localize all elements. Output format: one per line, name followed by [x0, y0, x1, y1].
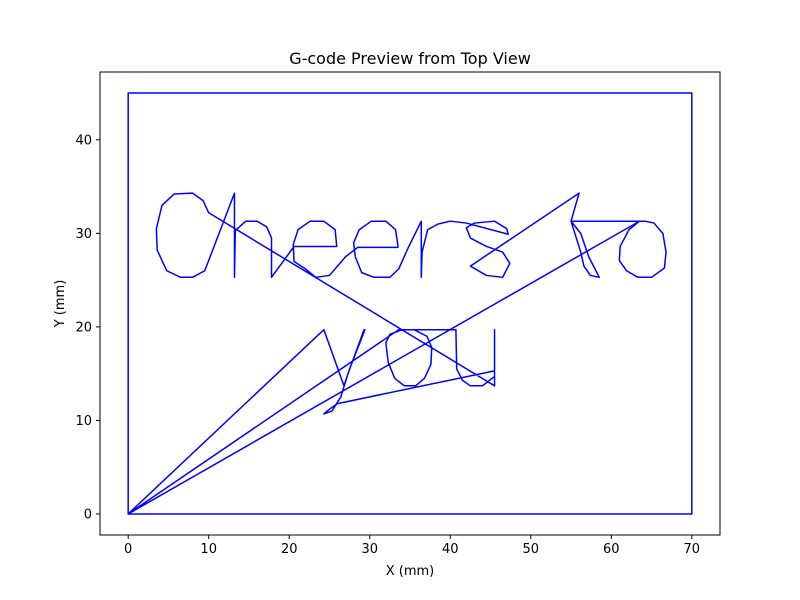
toolpath-line-0	[127, 92, 693, 515]
x-axis-label: X (mm)	[386, 564, 435, 579]
x-axis-ticks: 0 10 20 30 40 50 60 70	[124, 535, 700, 557]
y-tick-label: 40	[75, 133, 92, 148]
y-tick-label: 10	[75, 414, 92, 429]
x-tick-label: 30	[361, 542, 378, 557]
x-tick-label: 70	[684, 542, 701, 557]
x-tick-label: 50	[523, 542, 540, 557]
y-tick-label: 30	[75, 227, 92, 242]
y-axis-ticks: 0 10 20 30 40	[75, 133, 100, 522]
y-axis-label: Y (mm)	[53, 280, 68, 329]
x-tick-label: 60	[603, 542, 620, 557]
x-tick-label: 10	[200, 542, 217, 557]
x-tick-label: 20	[281, 542, 298, 557]
plot-area	[99, 71, 721, 536]
axes-frame	[99, 71, 721, 536]
series-layer	[127, 92, 693, 515]
chart-title: G-code Preview from Top View	[289, 49, 531, 68]
x-tick-label: 0	[124, 542, 132, 557]
x-tick-label: 40	[442, 542, 459, 557]
y-tick-label: 0	[84, 507, 92, 522]
y-tick-label: 20	[75, 320, 92, 335]
